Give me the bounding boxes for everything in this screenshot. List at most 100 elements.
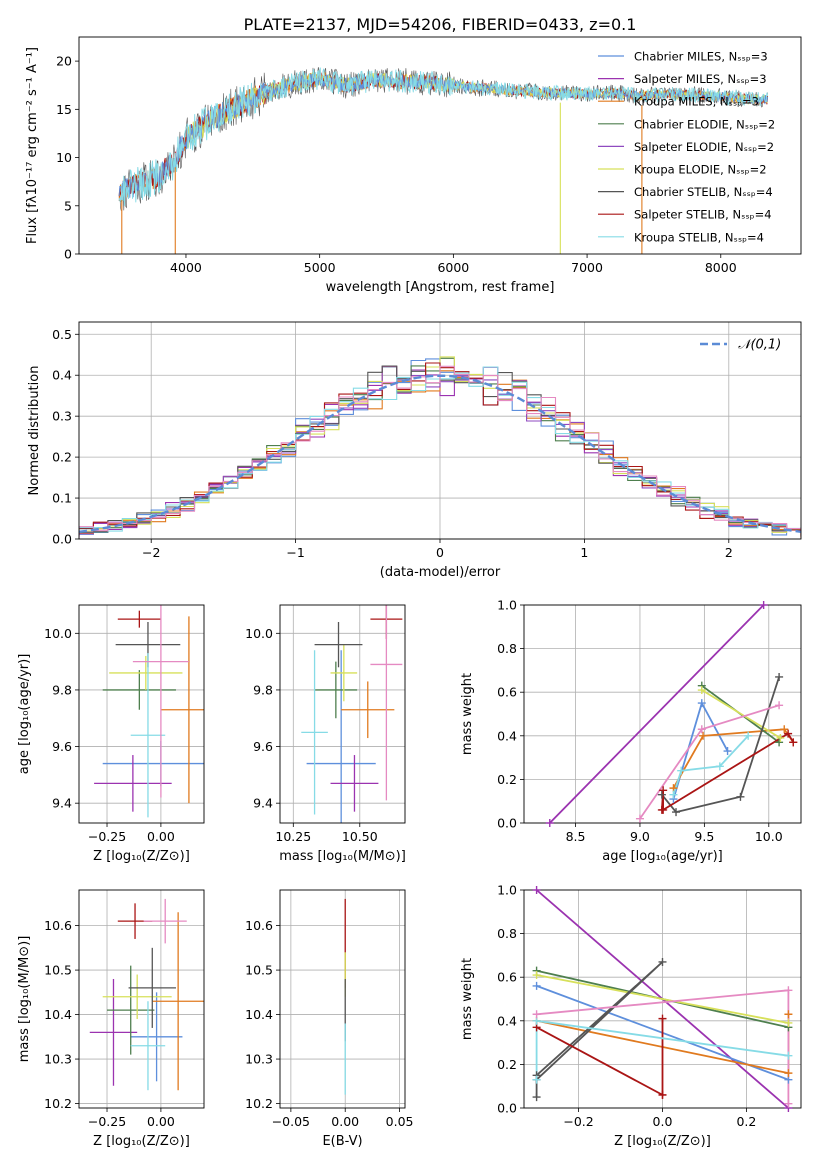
mass-vs-z-plot-area <box>89 898 204 1091</box>
x-tick-label: −1 <box>286 545 304 560</box>
x-tick-label: −2 <box>142 545 160 560</box>
weight-line-chabrier_stelib <box>661 676 780 814</box>
weight-marker <box>775 701 784 710</box>
weight-marker <box>532 1075 541 1084</box>
weight-marker <box>532 981 541 990</box>
x-tick-label: 8000 <box>705 260 737 275</box>
x-tick-label: 10.0 <box>755 829 783 844</box>
y-axis-label: Normed distribution <box>27 366 42 496</box>
weight-vs-age-chart: 8.5 9.0 9.5 10.0 0.0 0.2 0.4 0.6 0.8 1.0 age [log₁… <box>460 598 802 864</box>
x-axis-label: Z [log₁₀(Z/Z⊙)] <box>93 1134 190 1149</box>
y-tick-label: 20 <box>56 54 72 69</box>
x-tick-label: 0.00 <box>147 829 175 844</box>
weight-marker <box>532 1010 541 1019</box>
residuals-chart: −2 −1 0 1 2 0.0 0.1 0.2 0.3 0.4 0.5 (data-model)/er… <box>27 321 802 580</box>
weight-marker <box>658 1014 667 1023</box>
y-tick-label: 10.5 <box>44 963 72 978</box>
y-tick-label: 10.2 <box>44 1096 72 1111</box>
weight-marker <box>658 1090 667 1099</box>
legend-entry: Kroupa MILES, Nₛₛₚ=3 <box>634 95 759 109</box>
axes-frame <box>78 36 802 255</box>
weight-line-chabrier_miles <box>672 700 729 800</box>
y-tick-label: 0.2 <box>497 1057 517 1072</box>
age-vs-mass-chart: 10.25 10.50 9.4 9.6 9.8 10.0 mass [log₁₀(M/M⊙)… <box>245 604 406 864</box>
y-tick-label: 0.4 <box>52 368 72 383</box>
y-tick-label: 0.6 <box>497 685 517 700</box>
x-tick-label: 7000 <box>571 260 603 275</box>
y-tick-label: 10.4 <box>44 1007 72 1022</box>
axes-frame <box>78 889 205 1109</box>
y-tick-label: 15 <box>56 102 72 117</box>
residuals-plot-area <box>79 356 801 538</box>
x-tick-label: 0.05 <box>386 1114 414 1129</box>
y-axis-label: Flux [fλ10⁻¹⁷ erg cm⁻² s⁻¹ A⁻¹] <box>25 47 40 244</box>
axes-frame <box>523 604 802 824</box>
y-tick-label: 1.0 <box>497 598 517 613</box>
y-axis-label: age [log₁₀(age/yr)] <box>17 654 32 775</box>
weight-marker <box>669 790 678 799</box>
age-vs-z-plot-area <box>94 605 204 818</box>
weight-marker <box>775 738 784 747</box>
y-tick-label: 0.5 <box>52 327 72 342</box>
y-tick-label: 0.8 <box>497 641 517 656</box>
weight-marker <box>780 725 789 734</box>
weight-line-extra_pink <box>639 704 780 820</box>
axes-frame <box>279 604 406 824</box>
axes-frame <box>279 889 406 1109</box>
weight-marker <box>697 699 706 708</box>
x-tick-label: 0 <box>436 545 444 560</box>
y-tick-label: 0.0 <box>497 816 517 831</box>
weight-marker <box>723 747 732 756</box>
y-tick-label: 10.3 <box>44 1052 72 1067</box>
figure-title: PLATE=2137, MJD=54206, FIBERID=0433, z=0… <box>244 15 637 34</box>
y-tick-label: 9.4 <box>52 796 72 811</box>
x-tick-label: −0.25 <box>88 1114 126 1129</box>
x-tick-label: 6000 <box>437 260 469 275</box>
weight-marker <box>784 1069 793 1078</box>
legend-entry: Kroupa ELODIE, Nₛₛₚ=2 <box>634 163 767 177</box>
x-axis-label: wavelength [Angstrom, rest frame] <box>326 280 555 295</box>
y-tick-label: 0.1 <box>52 491 72 506</box>
weight-marker <box>784 1018 793 1027</box>
x-tick-label: 0.2 <box>736 1114 756 1129</box>
weight-marker <box>697 686 706 695</box>
weight-marker <box>744 731 753 740</box>
y-tick-label: 9.6 <box>253 739 273 754</box>
x-tick-label: 1 <box>580 545 588 560</box>
legend-entry: Chabrier STELIB, Nₛₛₚ=4 <box>634 185 773 199</box>
y-tick-label: 0.8 <box>497 926 517 941</box>
x-tick-label: 2 <box>725 545 733 560</box>
y-tick-label: 0 <box>64 247 72 262</box>
spectrum-plot-area <box>118 67 769 254</box>
y-axis-label: mass weight <box>460 958 475 1040</box>
mass-vs-ebv-chart: −0.05 0.00 0.05 10.2 10.3 10.4 10.5 10.6 E(B-V) <box>245 889 414 1149</box>
weight-vs-age-plot-area <box>549 605 795 823</box>
axes-frame <box>78 321 802 540</box>
x-tick-label: 8.5 <box>566 829 586 844</box>
weight-marker <box>677 766 686 775</box>
y-tick-label: 10 <box>56 150 72 165</box>
y-axis-label: mass [log₁₀(M/M⊙)] <box>17 936 32 1063</box>
y-tick-label: 10.3 <box>245 1052 273 1067</box>
weight-marker <box>532 1093 541 1102</box>
y-tick-label: 9.6 <box>52 739 72 754</box>
x-tick-label: 10.25 <box>275 829 311 844</box>
age-vs-mass-plot-area <box>301 605 403 823</box>
y-tick-label: 0.6 <box>497 970 517 985</box>
y-tick-label: 1.0 <box>497 883 517 898</box>
weight-line-kroupa_elodie <box>536 974 789 1024</box>
weight-marker <box>658 957 667 966</box>
y-tick-label: 10.6 <box>44 918 72 933</box>
y-tick-label: 9.8 <box>52 682 72 697</box>
weight-marker <box>532 886 541 894</box>
x-axis-label: Z [log₁₀(Z/Z⊙)] <box>93 849 190 864</box>
weight-marker <box>715 762 724 771</box>
weight-marker <box>699 731 708 740</box>
x-tick-label: −0.25 <box>88 829 126 844</box>
x-tick-label: 5000 <box>304 260 336 275</box>
y-tick-label: 9.4 <box>253 796 273 811</box>
y-tick-label: 0.2 <box>52 450 72 465</box>
legend-entry: 𝒩(0,1) <box>738 338 781 353</box>
weight-line-kroupa_elodie <box>701 689 781 739</box>
